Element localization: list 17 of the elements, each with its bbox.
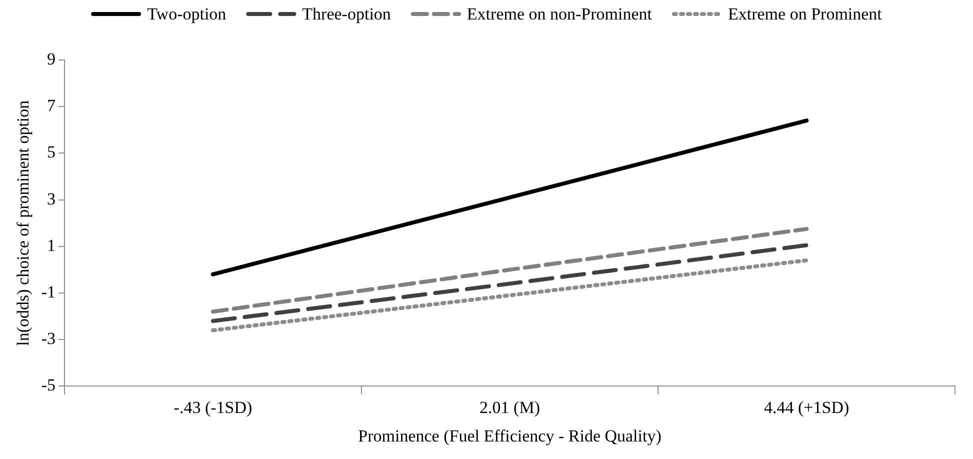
- legend-label: Extreme on Prominent: [728, 4, 882, 24]
- y-tick-label: 9: [47, 49, 56, 68]
- legend-label: Extreme on non-Prominent: [466, 4, 652, 24]
- x-axis-title: Prominence (Fuel Efficiency - Ride Quality): [358, 426, 662, 446]
- y-tick-label: -5: [41, 376, 56, 395]
- legend-label: Two-option: [147, 4, 227, 24]
- y-axis-title: ln(odds) choice of prominent option: [14, 100, 33, 346]
- y-tick-label: 1: [47, 236, 56, 255]
- legend-label: Three-option: [302, 4, 392, 24]
- x-tick-label: 4.44 (+1SD): [764, 398, 850, 417]
- y-tick-label: -3: [41, 329, 56, 348]
- y-tick-label: 3: [47, 189, 56, 208]
- x-tick-label: -.43 (-1SD): [174, 398, 252, 417]
- x-tick-label: 2.01 (M): [480, 398, 540, 417]
- y-tick-label: -1: [41, 282, 56, 302]
- y-tick-label: 5: [47, 142, 56, 162]
- y-tick-label: 7: [47, 96, 56, 116]
